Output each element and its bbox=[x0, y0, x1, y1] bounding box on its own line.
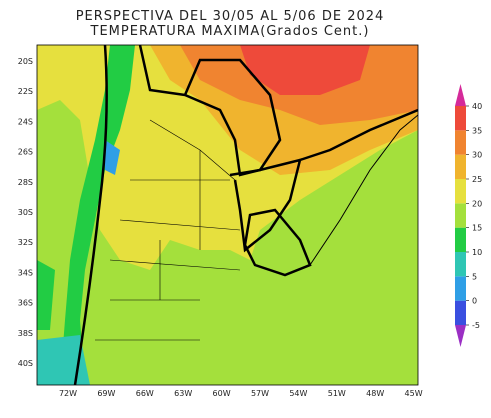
colorbar-label: 25 bbox=[472, 175, 482, 184]
map-field bbox=[37, 45, 418, 385]
colorbar-cap bbox=[455, 84, 466, 106]
colorbar-label: 30 bbox=[472, 151, 482, 160]
lat-label: 36S bbox=[18, 299, 33, 308]
lon-label: 63W bbox=[174, 389, 192, 398]
lat-label: 40S bbox=[18, 359, 33, 368]
colorbar-band bbox=[455, 227, 466, 252]
title-line: PERSPECTIVA DEL 30/05 AL 5/06 DE 2024 bbox=[76, 9, 385, 24]
colorbar-label: 40 bbox=[472, 102, 482, 111]
map-frame bbox=[36, 44, 419, 386]
lat-label: 22S bbox=[18, 87, 33, 96]
colorbar-band bbox=[455, 106, 466, 131]
lon-label: 48W bbox=[366, 389, 384, 398]
lat-label: 28S bbox=[18, 178, 33, 187]
colorbar-label: 35 bbox=[472, 126, 482, 135]
colorbar-band bbox=[455, 154, 466, 179]
colorbar-band bbox=[455, 130, 466, 155]
colorbar-cap bbox=[455, 325, 466, 347]
lon-label: 57W bbox=[251, 389, 269, 398]
colorbar-label: -5 bbox=[472, 321, 480, 330]
colorbar-label: 10 bbox=[472, 248, 482, 257]
lon-label: 72W bbox=[59, 389, 77, 398]
lat-label: 24S bbox=[18, 117, 33, 126]
lat-label: 38S bbox=[18, 329, 33, 338]
lat-label: 30S bbox=[18, 208, 33, 217]
lat-label: 32S bbox=[18, 238, 33, 247]
colorbar-label: 5 bbox=[472, 272, 477, 281]
colorbar-label: 15 bbox=[472, 224, 482, 233]
lon-label: 45W bbox=[405, 389, 423, 398]
colorbar-band bbox=[455, 179, 466, 204]
lon-label: 54W bbox=[289, 389, 307, 398]
lon-label: 60W bbox=[213, 389, 231, 398]
colorbar-band bbox=[455, 276, 466, 301]
colorbar-label: 0 bbox=[472, 297, 477, 306]
lon-label: 66W bbox=[136, 389, 154, 398]
lon-label: 51W bbox=[328, 389, 346, 398]
title-line: TEMPERATURA MAXIMA(Grados Cent.) bbox=[90, 24, 370, 39]
lat-label: 26S bbox=[18, 148, 33, 157]
colorbar-band bbox=[455, 252, 466, 277]
lat-label: 34S bbox=[18, 268, 33, 277]
lon-label: 69W bbox=[97, 389, 115, 398]
colorbar-band bbox=[455, 300, 466, 325]
colorbar-band bbox=[455, 203, 466, 228]
lat-label: 20S bbox=[18, 57, 33, 66]
colorbar-label: 20 bbox=[472, 199, 482, 208]
